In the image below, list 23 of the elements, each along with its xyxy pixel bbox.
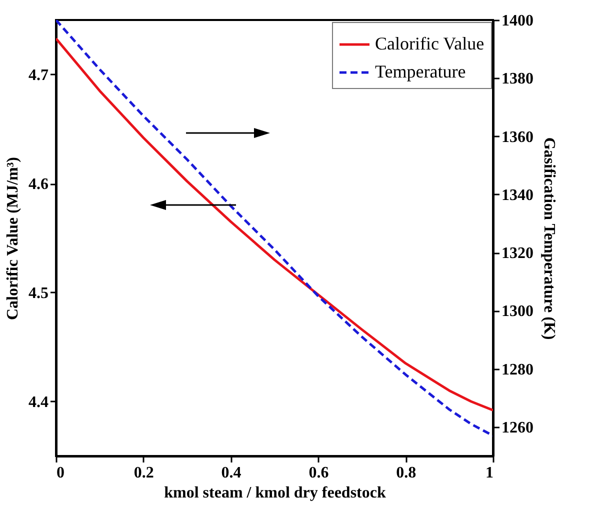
x-tick-label: 0.8 [396, 464, 416, 482]
y-tick-label: 4.6 [28, 176, 48, 193]
x-tick-label: 0 [56, 464, 64, 482]
y-tick-label: 4.5 [28, 285, 48, 302]
y-tick-label: 4.7 [28, 67, 48, 84]
y2-tick-label: 1320 [502, 245, 534, 262]
y2-tick-label: 1380 [502, 70, 534, 88]
y2-tick-label: 1300 [502, 303, 534, 320]
x-axis-title: kmol steam / kmol dry feedstock [164, 484, 386, 502]
legend-label: Temperature [375, 62, 466, 82]
y2-tick-label: 1360 [502, 128, 534, 146]
y2-tick-label: 1400 [502, 12, 534, 30]
x-tick-label: 1 [486, 464, 494, 482]
y2-axis-title: Gasification Temperature (K) [540, 137, 558, 340]
y2-tick-label: 1260 [502, 419, 534, 436]
legend-label: Calorific Value [375, 34, 484, 54]
x-tick-label: 0.2 [134, 464, 154, 482]
y2-tick-label: 1340 [502, 186, 534, 204]
y-tick-label: 4.4 [28, 394, 48, 411]
x-tick-label: 0.6 [308, 464, 329, 482]
y-axis-title: Calorific Value (MJ/m³) [4, 157, 22, 320]
y2-tick-label: 1280 [502, 361, 534, 378]
x-tick-label: 0.4 [221, 464, 242, 482]
